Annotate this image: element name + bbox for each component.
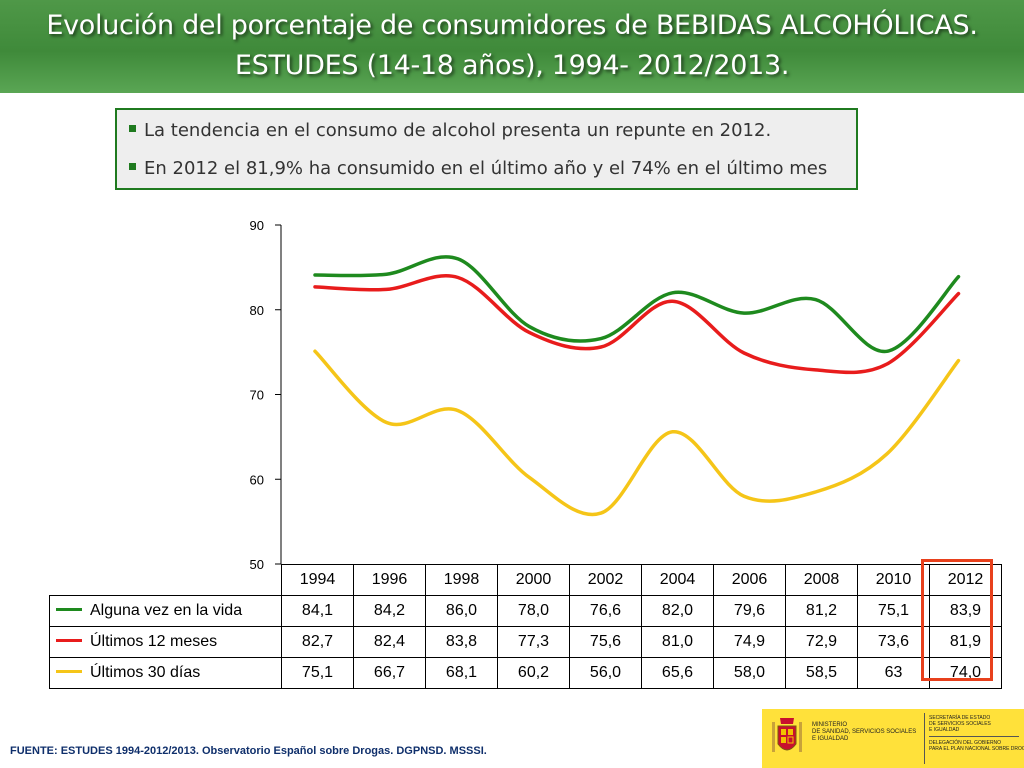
- series-name: Últimos 30 días: [90, 664, 201, 681]
- table-cell: 68,1: [425, 657, 498, 689]
- table-cell: 74,9: [713, 626, 786, 658]
- y-tick-label: 90: [250, 218, 264, 233]
- table-cell: 56,0: [569, 657, 642, 689]
- series-line-12-meses: [313, 274, 961, 375]
- table-cell: 82,0: [641, 595, 714, 627]
- y-tick-label: 60: [250, 472, 264, 487]
- bullet-item: En 2012 el 81,9% ha consumido en el últi…: [129, 158, 827, 179]
- bullet-square-icon: [129, 124, 136, 132]
- secretaria-label: SECRETARÍA DE ESTADO DE SERVICIOS SOCIAL…: [929, 715, 991, 733]
- year-label: 2010: [857, 564, 930, 596]
- table-cell: 63: [857, 657, 930, 689]
- table-cell: 79,6: [713, 595, 786, 627]
- table-cell: 82,4: [353, 626, 426, 658]
- table-cell: 81,0: [641, 626, 714, 658]
- legend-key-yellow: [56, 670, 82, 674]
- series-name: Alguna vez en la vida: [90, 602, 243, 619]
- table-cell: 75,6: [569, 626, 642, 658]
- bullet-square-icon: [129, 162, 136, 170]
- title-line-2: ESTUDES (14-18 años), 1994- 2012/2013.: [234, 50, 790, 81]
- table-cell: 77,3: [497, 626, 570, 658]
- table-cell: 65,6: [641, 657, 714, 689]
- year-label: 2002: [569, 564, 642, 596]
- table-row: Alguna vez en la vida 84,1 84,2 86,0 78,…: [49, 595, 1002, 627]
- coat-of-arms-icon: [772, 718, 802, 752]
- year-label: 2004: [641, 564, 714, 596]
- year-label: 1998: [425, 564, 498, 596]
- logo-rule: [929, 736, 1019, 737]
- table-cell: 84,2: [353, 595, 426, 627]
- legend-key-green: [56, 608, 82, 612]
- table-cell: 83,9: [929, 595, 1002, 627]
- series-line-30-dias: [313, 349, 961, 517]
- key-points-box: La tendencia en el consumo de alcohol pr…: [115, 108, 858, 190]
- year-label: 1994: [281, 564, 354, 596]
- series-line-alguna-vez: [313, 255, 961, 354]
- table-cell: 58,5: [785, 657, 858, 689]
- year-label: 2008: [785, 564, 858, 596]
- table-row: Últimos 12 meses 82,7 82,4 83,8 77,3 75,…: [49, 626, 1002, 658]
- table-cell: 84,1: [281, 595, 354, 627]
- table-cell: 86,0: [425, 595, 498, 627]
- table-cell: 78,0: [497, 595, 570, 627]
- y-tick-label: 50: [250, 557, 264, 572]
- table-cell: 83,8: [425, 626, 498, 658]
- bullet-item: La tendencia en el consumo de alcohol pr…: [129, 120, 771, 141]
- series-legend-cell: Últimos 30 días: [49, 657, 282, 689]
- y-tick-label: 70: [250, 388, 264, 403]
- table-cell: 66,7: [353, 657, 426, 689]
- table-cell: 60,2: [497, 657, 570, 689]
- table-cell: 72,9: [785, 626, 858, 658]
- series-legend-cell: Alguna vez en la vida: [49, 595, 282, 627]
- bullet-text: La tendencia en el consumo de alcohol pr…: [144, 120, 772, 141]
- table-cell: 74,0: [929, 657, 1002, 689]
- title-bar: Evolución del porcentaje de consumidores…: [0, 0, 1024, 93]
- table-cell: 75,1: [281, 657, 354, 689]
- title-line-1: Evolución del porcentaje de consumidores…: [46, 10, 978, 41]
- table-cell: 76,6: [569, 595, 642, 627]
- legend-key-red: [56, 639, 82, 643]
- data-table: 1994 1996 1998 2000 2002 2004 2006 2008 …: [49, 564, 1002, 689]
- table-cell: 58,0: [713, 657, 786, 689]
- ministry-name: MINISTERIO DE SANIDAD, SERVICIOS SOCIALE…: [812, 722, 917, 742]
- y-tick-label: 80: [250, 303, 264, 318]
- year-label: 2000: [497, 564, 570, 596]
- delegacion-label: DELEGACIÓN DEL GOBIERNO PARA EL PLAN NAC…: [929, 740, 1024, 752]
- year-label: 2006: [713, 564, 786, 596]
- year-header-row: 1994 1996 1998 2000 2002 2004 2006 2008 …: [50, 564, 1002, 596]
- table-cell: 75,1: [857, 595, 930, 627]
- table-row: Últimos 30 días 75,1 66,7 68,1 60,2 56,0…: [49, 657, 1002, 689]
- ministry-logo: MINISTERIO DE SANIDAD, SERVICIOS SOCIALE…: [762, 709, 1024, 768]
- header-blank-cell: [50, 565, 282, 596]
- source-footer: FUENTE: ESTUDES 1994-2012/2013. Observat…: [10, 745, 487, 757]
- series-legend-cell: Últimos 12 meses: [49, 626, 282, 658]
- year-label: 2012: [929, 564, 1002, 596]
- table-cell: 73,6: [857, 626, 930, 658]
- table-cell: 82,7: [281, 626, 354, 658]
- table-cell: 81,2: [785, 595, 858, 627]
- logo-divider: [924, 713, 925, 764]
- highlight-2012-box: [921, 559, 993, 681]
- series-name: Últimos 12 meses: [90, 633, 218, 650]
- bullet-text: En 2012 el 81,9% ha consumido en el últi…: [144, 158, 828, 179]
- year-label: 1996: [353, 564, 426, 596]
